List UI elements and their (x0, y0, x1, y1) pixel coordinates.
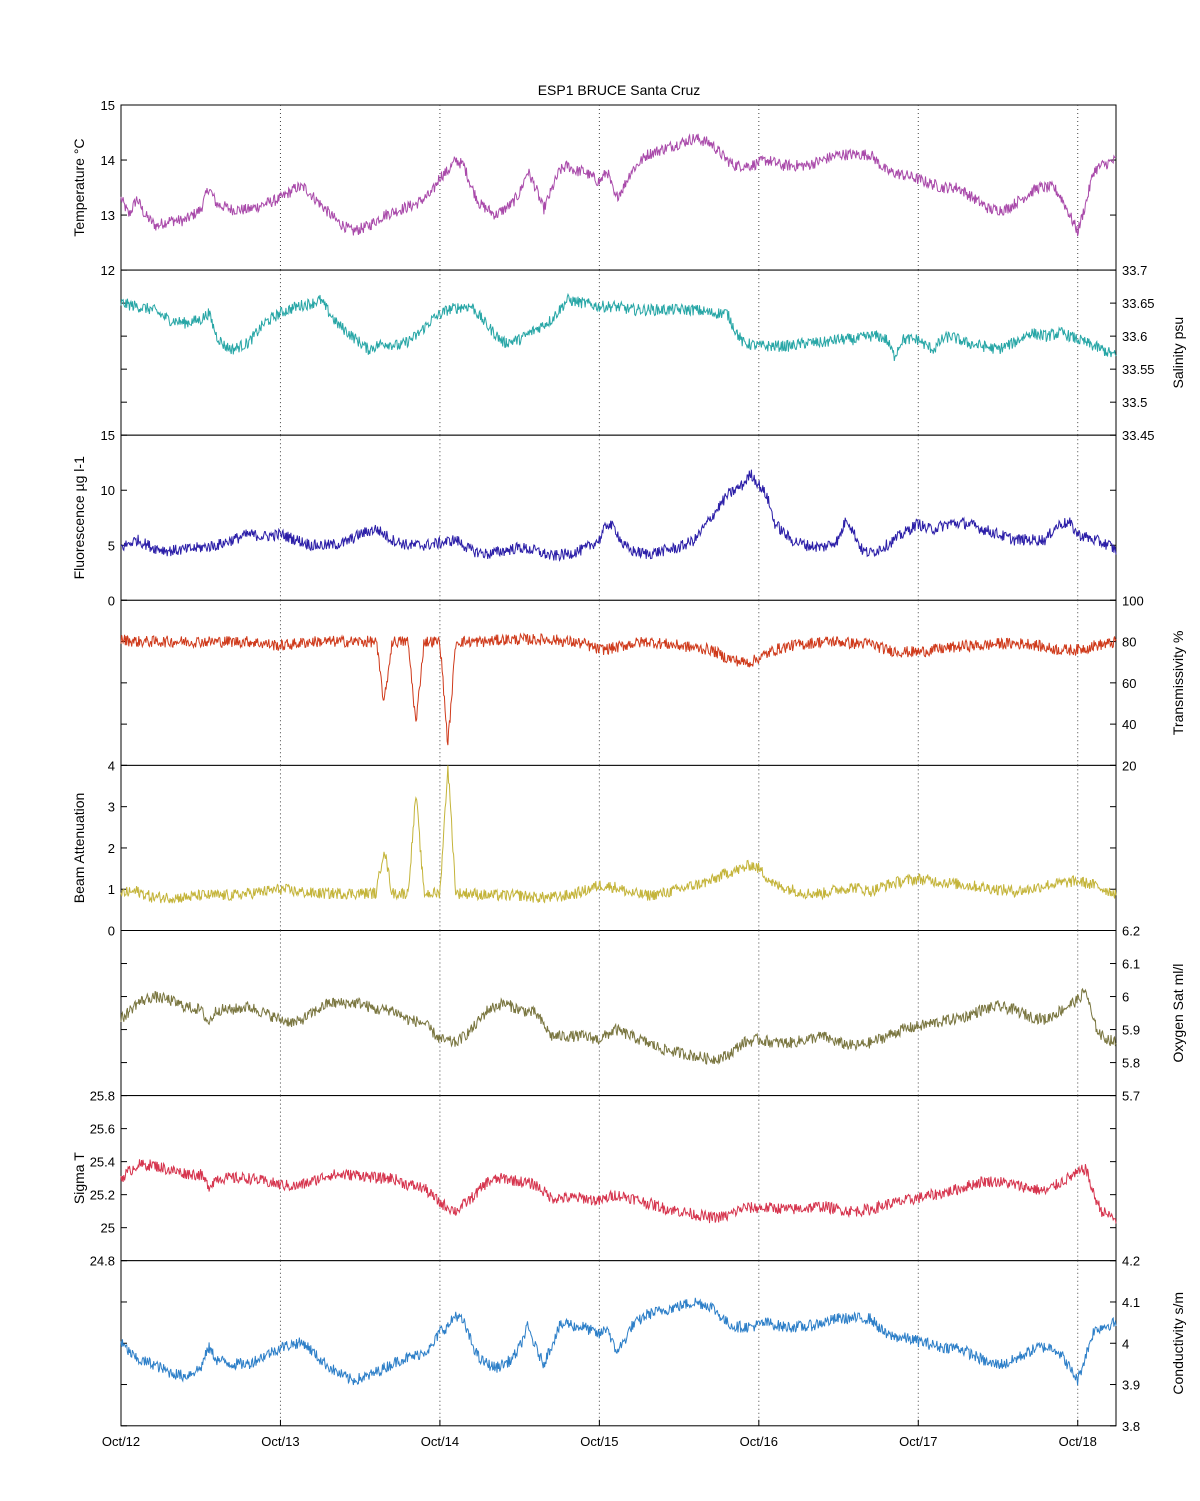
y-tick-label: 40 (1122, 717, 1136, 732)
panel-frame (120, 764, 1117, 932)
series-line-oxygen_sat (120, 987, 1117, 1066)
y-axis-label-fluorescence: Fluorescence µg l-1 (71, 456, 87, 579)
panel-oxygen_sat: 5.7 5.8 5.9 6 6.1 6.2 Oxygen Sat ml/l (120, 924, 1186, 1104)
series-line-transmissivity (120, 632, 1117, 746)
y-tick-label: 5.8 (1122, 1056, 1140, 1071)
y-tick-label: 15 (101, 428, 115, 443)
y-tick-label: 13 (101, 208, 115, 223)
y-tick-label: 6.1 (1122, 957, 1140, 972)
y-tick-label: 5 (108, 538, 115, 553)
series-line-salinity (120, 292, 1117, 361)
y-tick-label: 6 (1122, 990, 1129, 1005)
y-tick-label: 4.2 (1122, 1254, 1140, 1269)
y-tick-label: 2 (108, 841, 115, 856)
y-tick-label: 20 (1122, 758, 1136, 773)
panel-frame (120, 434, 1117, 601)
panel-frame (120, 104, 1117, 271)
y-tick-label: 100 (1122, 593, 1144, 608)
y-tick-label: 4 (108, 758, 115, 773)
series-line-fluorescence (120, 469, 1117, 562)
y-tick-label: 10 (101, 483, 115, 498)
panel-conductivity: 3.8 3.9 4 4.1 4.2 Conductivity s/m (120, 1254, 1186, 1434)
y-tick-label: 25.4 (90, 1155, 115, 1170)
y-tick-label: 0 (108, 593, 115, 608)
x-tick-label: Oct/13 (261, 1434, 299, 1449)
y-tick-label: 3.9 (1122, 1378, 1140, 1393)
y-tick-label: 3.8 (1122, 1419, 1140, 1434)
y-tick-label: 15 (101, 98, 115, 113)
panel-frame (120, 1260, 1117, 1427)
x-axis: Oct/12 Oct/13 Oct/14 Oct/15 Oct/16 Oct/17 Oct/… (102, 1419, 1097, 1449)
x-tick-label: Oct/16 (740, 1434, 778, 1449)
x-tick-label: Oct/17 (899, 1434, 937, 1449)
y-tick-label: 25 (101, 1221, 115, 1236)
x-tick-label: Oct/18 (1059, 1434, 1097, 1449)
y-tick-label: 33.45 (1122, 428, 1155, 443)
panel-temperature: 12 13 14 15 Temperature °C (71, 98, 1117, 278)
y-tick-label: 25.6 (90, 1122, 115, 1137)
y-tick-label: 33.55 (1122, 362, 1155, 377)
y-axis-label-temperature: Temperature °C (71, 138, 87, 236)
y-tick-label: 80 (1122, 635, 1136, 650)
y-tick-label: 33.6 (1122, 329, 1147, 344)
y-tick-label: 14 (101, 153, 115, 168)
y-tick-label: 5.7 (1122, 1089, 1140, 1104)
y-tick-label: 33.5 (1122, 395, 1147, 410)
y-tick-label: 3 (108, 800, 115, 815)
series-line-sigma_t (120, 1159, 1117, 1224)
y-axis-label-transmissivity: Transmissivity % (1170, 631, 1186, 736)
y-tick-label: 60 (1122, 676, 1136, 691)
y-tick-label: 1 (108, 882, 115, 897)
y-axis-label-conductivity: Conductivity s/m (1170, 1292, 1186, 1395)
series-line-beam_attenuation (120, 765, 1117, 904)
y-tick-label: 25.2 (90, 1188, 115, 1203)
y-axis-label-salinity: Salinity psu (1170, 317, 1186, 389)
y-tick-label: 24.8 (90, 1254, 115, 1269)
panel-transmissivity: 20 40 60 80 100 Transmissivity % (120, 593, 1186, 773)
x-tick-label: Oct/12 (102, 1434, 140, 1449)
y-axis-label-beam_attenuation: Beam Attenuation (71, 793, 87, 904)
y-tick-label: 33.65 (1122, 296, 1155, 311)
panel-salinity: 33.45 33.5 33.55 33.6 33.65 33.7 Salinity psu (120, 263, 1186, 443)
y-axis-label-sigma_t: Sigma T (71, 1152, 87, 1204)
y-axis-label-oxygen_sat: Oxygen Sat ml/l (1170, 964, 1186, 1063)
y-tick-label: 33.7 (1122, 263, 1147, 278)
x-tick-label: Oct/14 (421, 1434, 459, 1449)
series-line-conductivity (120, 1297, 1117, 1386)
panel-frame (120, 269, 1117, 436)
panel-fluorescence: 0 5 10 15 Fluorescence µg l-1 (71, 428, 1117, 608)
panel-frame (120, 599, 1117, 766)
y-tick-label: 6.2 (1122, 924, 1140, 939)
x-tick-label: Oct/15 (580, 1434, 618, 1449)
chart-title: ESP1 BRUCE Santa Cruz (538, 82, 701, 98)
y-tick-label: 4 (1122, 1336, 1129, 1351)
panel-frame (120, 930, 1117, 1097)
y-tick-label: 4.1 (1122, 1295, 1140, 1310)
y-tick-label: 12 (101, 263, 115, 278)
series-line-temperature (120, 133, 1117, 237)
y-tick-label: 0 (108, 924, 115, 939)
panel-frame (120, 1095, 1117, 1262)
panel-sigma_t: 24.8 25 25.2 25.4 25.6 25.8 Sigma T (71, 1089, 1117, 1269)
y-tick-label: 5.9 (1122, 1023, 1140, 1038)
panel-beam_attenuation: 0 1 2 3 4 Beam Attenuation (71, 758, 1117, 939)
y-tick-label: 25.8 (90, 1089, 115, 1104)
